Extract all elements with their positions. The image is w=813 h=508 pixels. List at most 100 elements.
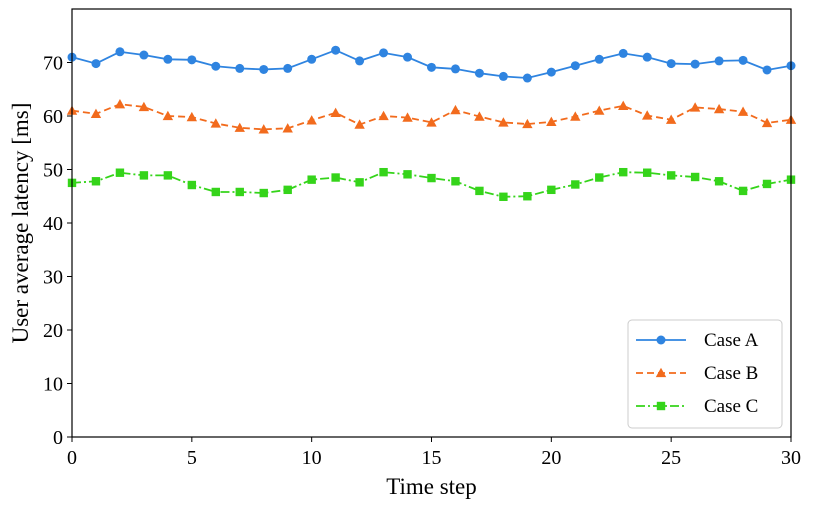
data-point-case-b bbox=[306, 115, 317, 125]
legend-item-case-c: Case C bbox=[636, 396, 758, 417]
data-point-case-a bbox=[690, 59, 700, 69]
data-point-case-c bbox=[762, 179, 772, 189]
y-tick-label: 70 bbox=[43, 53, 63, 75]
data-point-case-b bbox=[450, 104, 461, 115]
data-point-case-c bbox=[331, 173, 340, 182]
data-point-case-c bbox=[690, 172, 700, 182]
y-tick-label: 60 bbox=[43, 106, 63, 128]
data-point-case-b bbox=[258, 124, 269, 134]
legend-box bbox=[627, 319, 783, 429]
ticks-layer: 0 5 10 15 20 25 30 0 10 20 30 40 50 60 70 bbox=[43, 53, 801, 470]
data-point-case-c bbox=[139, 171, 149, 180]
legend-label: Case C bbox=[704, 396, 758, 417]
data-point-case-b bbox=[761, 117, 773, 128]
data-point-case-b bbox=[138, 101, 150, 112]
data-point-case-a bbox=[546, 67, 556, 77]
x-tick-label: 25 bbox=[661, 447, 681, 469]
data-point-case-b bbox=[90, 108, 102, 119]
data-point-case-c bbox=[451, 177, 460, 186]
legend-item-case-b: Case B bbox=[636, 363, 758, 384]
data-point-case-a bbox=[762, 65, 772, 75]
y-tick-label: 30 bbox=[43, 267, 63, 289]
data-point-case-b bbox=[618, 100, 629, 110]
data-point-case-b bbox=[498, 117, 509, 127]
data-point-case-b bbox=[282, 123, 293, 133]
y-tick-label: 50 bbox=[43, 160, 63, 182]
data-point-case-c bbox=[115, 168, 125, 177]
series-case-b bbox=[66, 99, 797, 134]
data-point-case-b bbox=[522, 118, 533, 129]
series-layer bbox=[66, 45, 797, 201]
data-point-case-a bbox=[91, 59, 101, 69]
data-point-case-c bbox=[283, 185, 292, 195]
legend-marker bbox=[656, 401, 666, 411]
data-point-case-a bbox=[331, 45, 341, 55]
data-point-case-b bbox=[234, 122, 245, 132]
data-point-case-b bbox=[162, 110, 174, 121]
data-point-case-c bbox=[403, 170, 412, 179]
data-point-case-c bbox=[91, 177, 101, 186]
x-axis-label: Time step bbox=[386, 474, 477, 499]
data-point-case-a bbox=[618, 48, 628, 58]
data-point-case-a bbox=[714, 56, 724, 66]
data-point-case-a bbox=[642, 52, 652, 62]
data-point-case-a bbox=[163, 54, 173, 64]
data-point-case-c bbox=[235, 187, 244, 197]
data-point-case-c bbox=[738, 186, 748, 196]
data-point-case-a bbox=[139, 50, 149, 60]
data-point-case-a bbox=[498, 71, 508, 81]
legend-marker bbox=[656, 335, 666, 345]
series-case-c bbox=[67, 167, 796, 201]
data-point-case-a bbox=[355, 56, 365, 66]
data-point-case-b bbox=[594, 105, 605, 115]
y-tick-label: 10 bbox=[43, 374, 63, 396]
data-point-case-a bbox=[403, 52, 413, 62]
data-point-case-b bbox=[186, 111, 198, 122]
data-point-case-a bbox=[522, 73, 532, 83]
x-tick-label: 10 bbox=[302, 447, 322, 469]
data-point-case-b bbox=[378, 110, 389, 121]
legend: Case A Case B Case C bbox=[627, 319, 783, 429]
data-point-case-a bbox=[187, 55, 197, 65]
x-tick-label: 30 bbox=[781, 447, 801, 469]
x-tick-label: 15 bbox=[422, 447, 442, 469]
data-point-case-b bbox=[426, 117, 437, 127]
y-tick-label: 40 bbox=[43, 213, 63, 235]
data-point-case-c bbox=[619, 167, 628, 177]
legend-label: Case B bbox=[704, 363, 758, 384]
legend-marker bbox=[655, 367, 667, 378]
data-point-case-b bbox=[210, 118, 221, 128]
data-point-case-a bbox=[570, 61, 580, 71]
data-point-case-a bbox=[259, 64, 269, 74]
data-point-case-a bbox=[474, 68, 484, 78]
data-point-case-c bbox=[475, 186, 484, 196]
x-tick-label: 5 bbox=[187, 447, 197, 469]
legend-label: Case A bbox=[704, 330, 759, 351]
data-point-case-c bbox=[355, 178, 364, 187]
data-point-case-a bbox=[666, 59, 676, 69]
data-point-case-c bbox=[643, 168, 652, 177]
y-tick-label: 0 bbox=[53, 427, 63, 449]
x-tick-label: 20 bbox=[541, 447, 561, 469]
data-point-case-a bbox=[211, 61, 221, 71]
series-case-a bbox=[67, 45, 796, 83]
data-point-case-a bbox=[427, 62, 436, 72]
data-point-case-a bbox=[594, 54, 604, 64]
x-tick-label: 0 bbox=[67, 447, 77, 469]
data-point-case-c bbox=[187, 180, 197, 190]
data-point-case-c bbox=[379, 167, 388, 177]
data-point-case-b bbox=[546, 116, 557, 127]
data-point-case-c bbox=[523, 192, 532, 201]
y-axis-label: User average latency [ms] bbox=[8, 103, 33, 344]
data-point-case-b bbox=[402, 112, 413, 122]
data-point-case-b bbox=[689, 102, 701, 112]
data-point-case-b bbox=[665, 114, 677, 124]
data-point-case-a bbox=[450, 64, 460, 74]
data-point-case-b bbox=[354, 119, 365, 129]
data-point-case-b bbox=[642, 110, 653, 120]
data-point-case-c bbox=[259, 188, 268, 198]
data-point-case-b bbox=[713, 103, 725, 114]
data-point-case-b bbox=[474, 111, 485, 121]
data-point-case-c bbox=[211, 187, 220, 197]
